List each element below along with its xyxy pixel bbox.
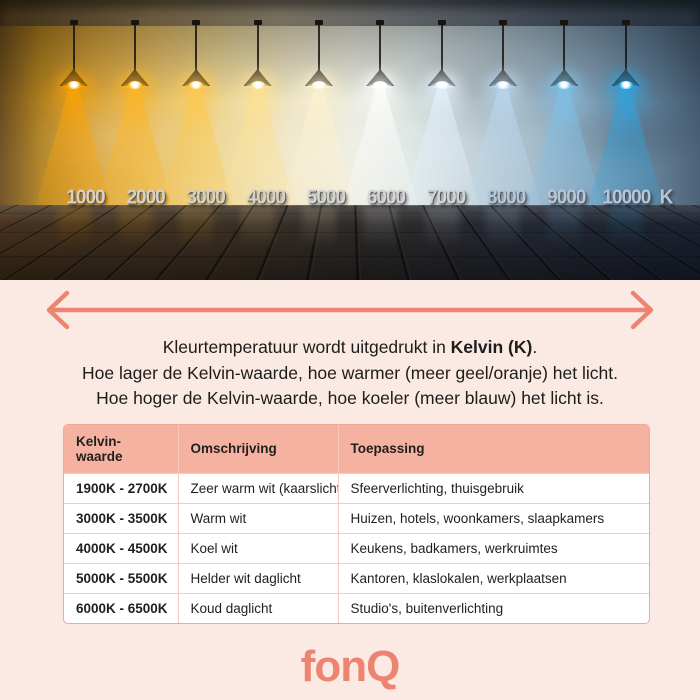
- kelvin-scale-label: 6000: [366, 186, 406, 209]
- plaster-wall: [0, 26, 700, 205]
- col-header-omschrijving: Omschrijving: [177, 424, 338, 473]
- intro-line-2: Hoe lager de Kelvin-waarde, hoe warmer (…: [82, 362, 618, 383]
- table-header-row: Kelvin-waarde Omschrijving Toepassing: [64, 424, 649, 473]
- kelvin-lamps-photo: 1000 2000 3000 4000 5000 6000 7000 8000 9000 1000…: [0, 0, 700, 280]
- table-row: 4000K - 4500K Koel wit Keukens, badkamers,…: [64, 532, 649, 563]
- description-cell: Helder wit daglicht: [177, 562, 338, 593]
- description-cell: Koel wit: [177, 532, 338, 563]
- intro-line-3: Hoe hoger de Kelvin-waarde, hoe koeler (…: [96, 388, 604, 408]
- kelvin-bold: Kelvin (K): [450, 337, 533, 357]
- table-row: 5000K - 5500K Helder wit daglicht Kantoren…: [64, 562, 649, 593]
- intro-line-1: Kleurtemperatuur wordt uitgedrukt in Kel…: [162, 337, 538, 357]
- kelvin-scale-label: 1000: [66, 186, 105, 209]
- fonq-logo: fonQ: [300, 641, 401, 691]
- kelvin-scale-label: 10000: [602, 186, 651, 209]
- application-cell: Kantoren, klaslokalen, werkplaatsen: [337, 562, 649, 593]
- table-row: 3000K - 3500K Warm wit Huizen, hotels, woo…: [64, 502, 649, 533]
- kelvin-scale-label: 2000: [126, 186, 165, 209]
- application-cell: Huizen, hotels, woonkamers, slaapkamers: [337, 502, 649, 533]
- application-cell: Sfeerverlichting, thuisgebruik: [337, 472, 649, 503]
- wood-floor: [0, 205, 700, 280]
- kelvin-scale-label: 4000: [246, 186, 286, 209]
- double-arrow: [42, 290, 658, 330]
- kelvin-scale-label: 3000: [186, 186, 226, 209]
- ceiling: [0, 0, 700, 26]
- kelvin-table: Kelvin-waarde Omschrijving Toepassing 19…: [64, 424, 649, 623]
- description-cell: Warm wit: [177, 502, 338, 533]
- col-header-toepassing: Toepassing: [337, 424, 649, 473]
- kelvin-scale-unit: K: [659, 186, 674, 209]
- kelvin-range-cell: 6000K - 6500K: [64, 592, 178, 623]
- kelvin-scale-label: 7000: [426, 186, 466, 209]
- table-row: 6000K - 6500K Koud daglicht Studio's, buit…: [64, 592, 649, 623]
- application-cell: Studio's, buitenverlichting: [337, 592, 649, 623]
- kelvin-scale-label: 8000: [487, 186, 526, 209]
- floor-planks: [0, 205, 700, 280]
- intro-text: Kleurtemperatuur wordt uitgedrukt in Kel…: [0, 335, 700, 412]
- kelvin-range-cell: 1900K - 2700K: [64, 472, 178, 503]
- kelvin-scale-label: 9000: [547, 186, 586, 209]
- description-cell: Zeer warm wit (kaarslicht): [177, 472, 338, 503]
- kelvin-scale-label: 5000: [306, 186, 346, 209]
- kelvin-table-wrap: Kelvin-waarde Omschrijving Toepassing 19…: [63, 423, 650, 624]
- description-cell: Koud daglicht: [177, 592, 338, 623]
- table-row: 1900K - 2700K Zeer warm wit (kaarslicht) S…: [64, 472, 649, 503]
- col-header-kelvin-waarde: Kelvin-waarde: [64, 424, 178, 473]
- application-cell: Keukens, badkamers, werkruimtes: [337, 532, 649, 563]
- kelvin-range-cell: 4000K - 4500K: [64, 532, 178, 563]
- kelvin-range-cell: 5000K - 5500K: [64, 562, 178, 593]
- kelvin-range-cell: 3000K - 3500K: [64, 502, 178, 533]
